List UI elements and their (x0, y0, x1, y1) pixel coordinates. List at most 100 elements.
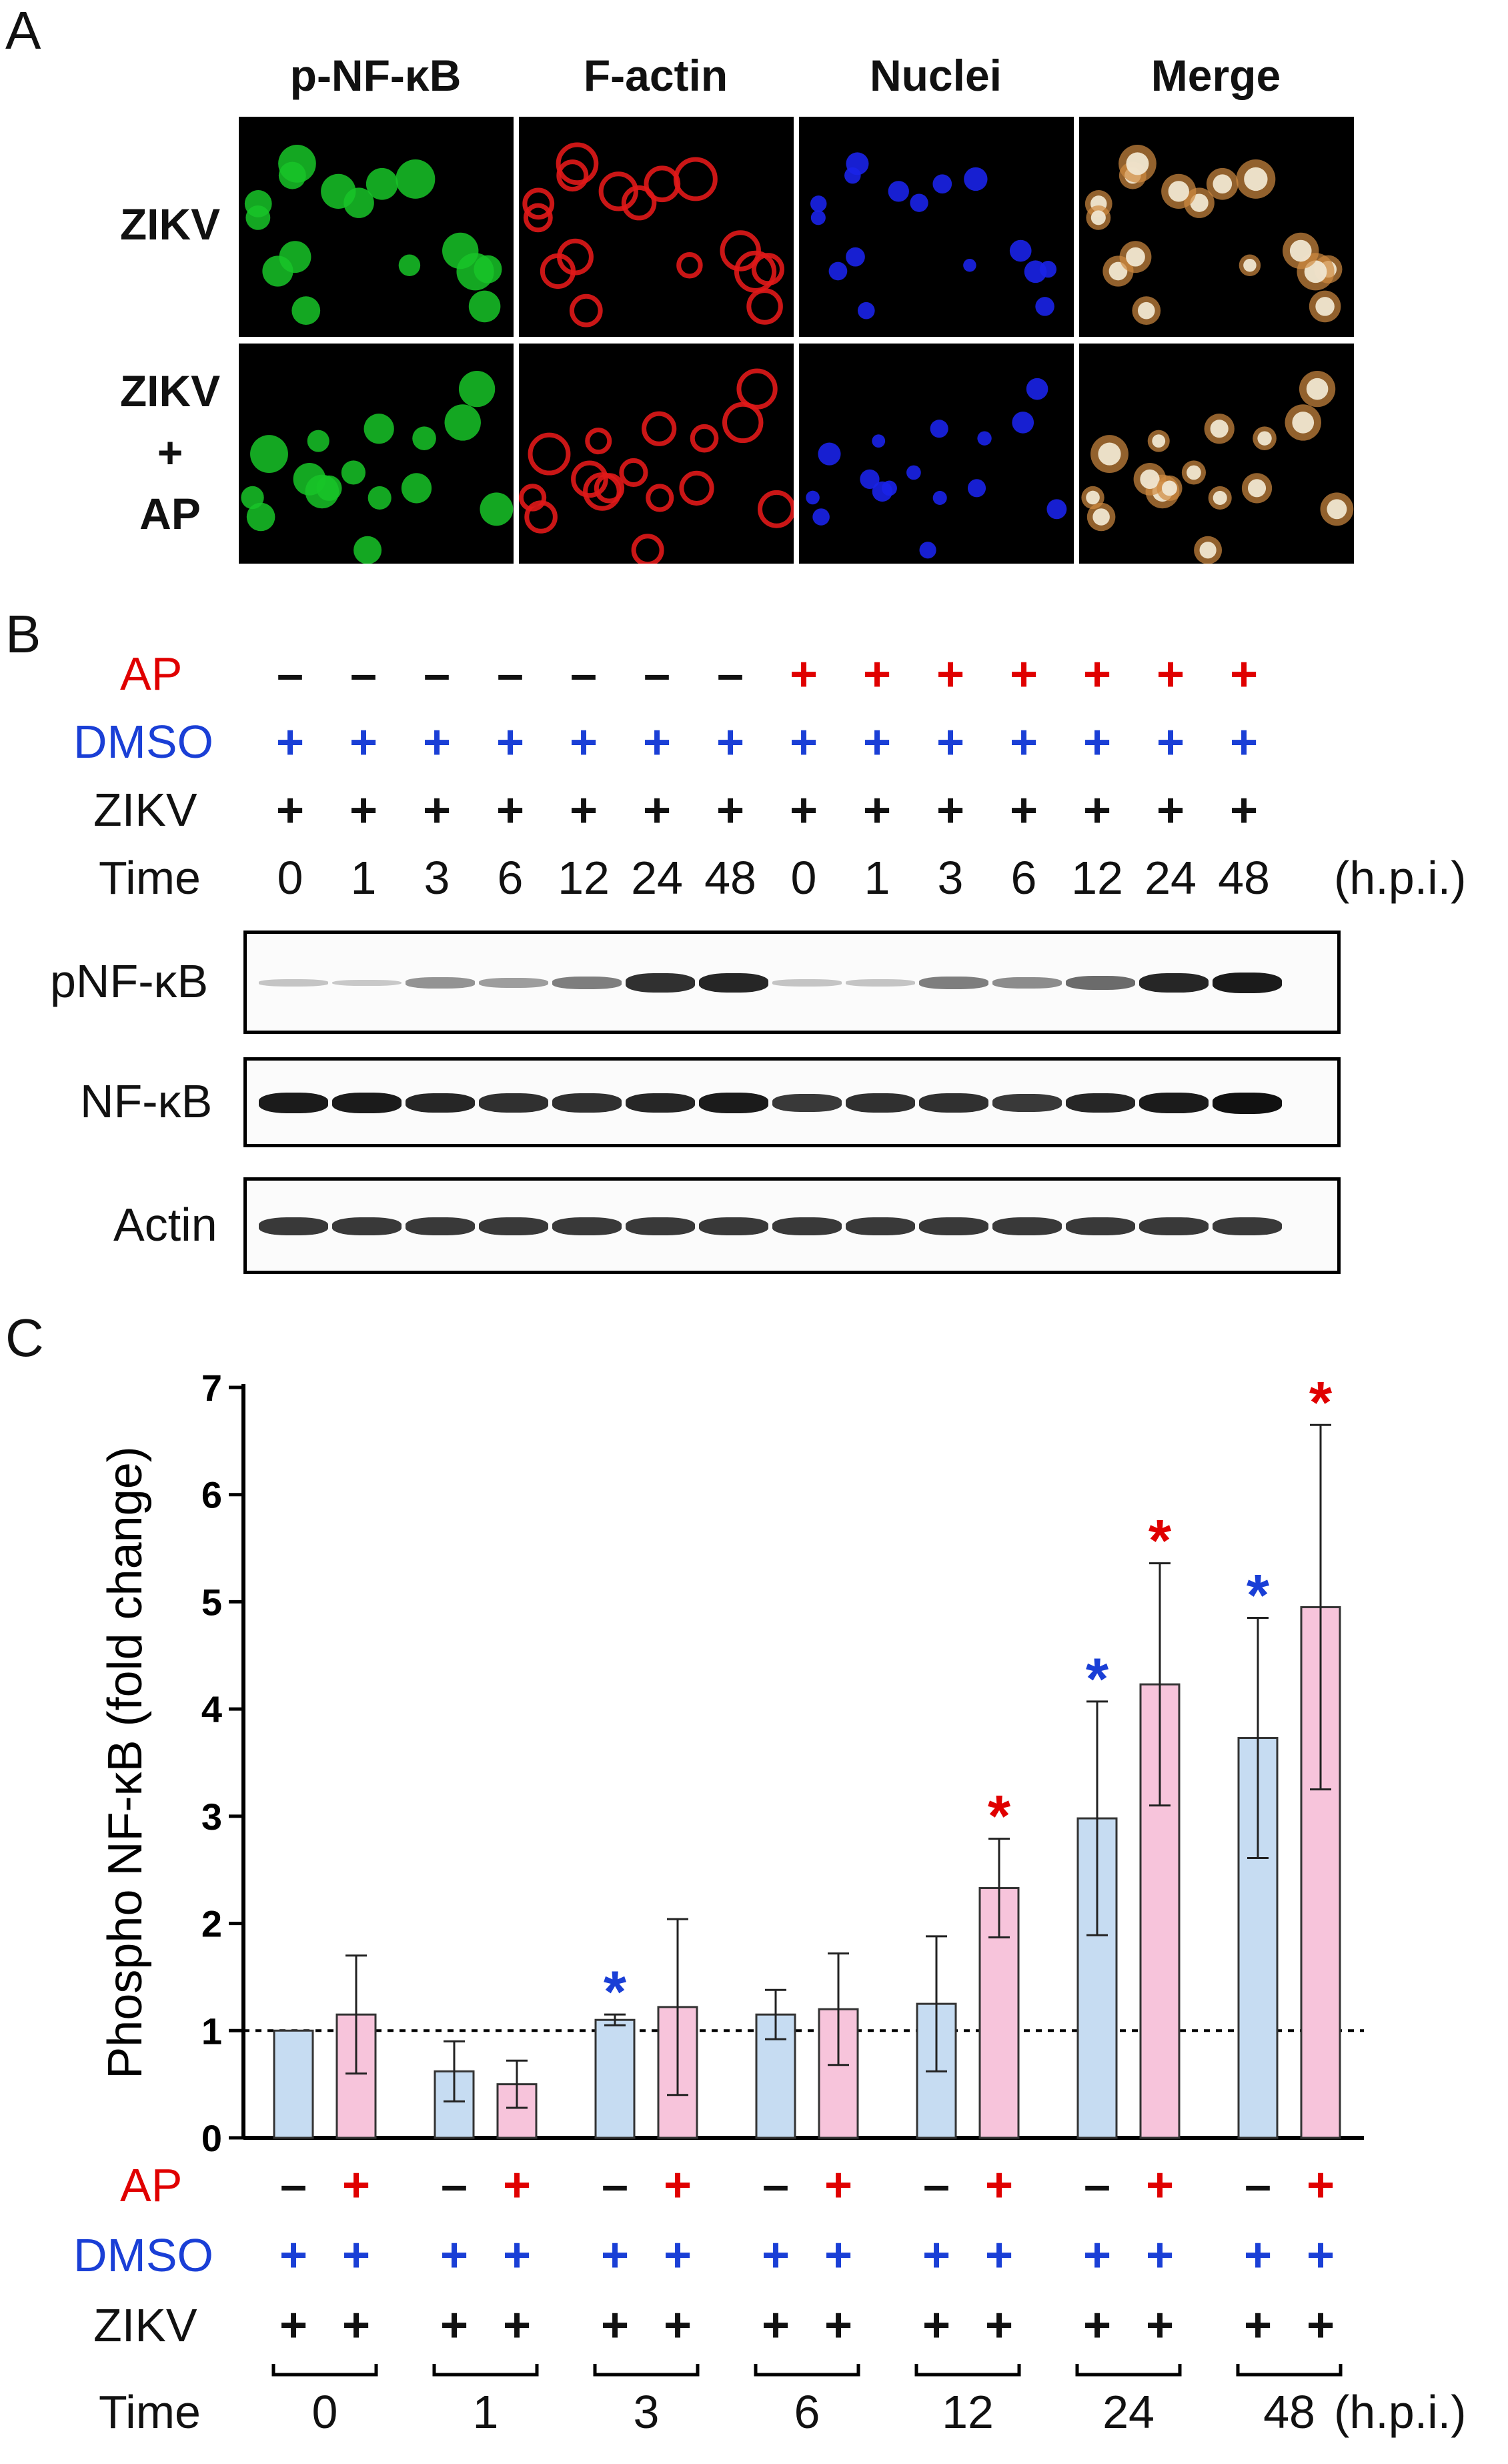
row-label-zikv: ZIKV (119, 199, 221, 249)
column-header-3: Nuclei (869, 51, 1002, 100)
band-1-5 (552, 977, 622, 989)
micrograph-4-1 (1079, 117, 1354, 337)
times-mark-5: 12 (558, 852, 610, 904)
micrograph-1-1 (239, 117, 514, 337)
band-1-13 (1139, 973, 1209, 993)
band-2-12 (1066, 1093, 1135, 1113)
dmso-mark-4: + (496, 716, 525, 769)
c-dmso-mark-3-2: + (664, 2229, 692, 2282)
zikv-mark-12: + (1082, 784, 1112, 837)
micrograph-2-1 (519, 117, 794, 337)
c-dmso-mark-12-1: + (922, 2229, 950, 2282)
c-zikv-mark-24-2: + (1146, 2299, 1174, 2352)
panel-c-letter: C (5, 1308, 44, 1367)
c-ap-mark-6-1: – (762, 2159, 789, 2212)
significance-star-3-1: * (604, 1958, 627, 2024)
band-3-5 (552, 1217, 622, 1236)
y-tick-label-0: 0 (201, 2117, 222, 2159)
dmso-mark-14: + (1229, 716, 1259, 769)
zikv-mark-1: + (275, 784, 305, 837)
times-mark-8: 0 (790, 852, 817, 904)
band-2-10 (919, 1093, 988, 1113)
times-mark-14: 48 (1218, 852, 1270, 904)
c-time-label-48: 48 (1263, 2386, 1315, 2438)
ap-mark-1: – (276, 648, 304, 701)
c-dmso-mark-48-1: + (1244, 2229, 1272, 2282)
y-axis-label: Phospho NF-κB (fold change) (99, 1446, 152, 2078)
time-bracket-12 (914, 2364, 1021, 2377)
ap-mark-12: + (1082, 648, 1112, 701)
c-time-label-12: 12 (942, 2386, 994, 2438)
times-mark-11: 6 (1010, 852, 1037, 904)
y-tick-label-3: 3 (201, 1796, 222, 1838)
zikv-mark-2: + (349, 784, 378, 837)
dmso-mark-12: + (1082, 716, 1112, 769)
zikv-mark-14: + (1229, 784, 1259, 837)
band-1-3 (406, 977, 475, 989)
times-mark-12: 12 (1071, 852, 1123, 904)
micrograph-3-1 (799, 117, 1074, 337)
band-2-7 (699, 1093, 768, 1113)
time-bracket-3 (593, 2364, 700, 2377)
y-tick-label-6: 6 (201, 1474, 222, 1516)
dmso-mark-13: + (1156, 716, 1185, 769)
c-zikv-label: ZIKV (93, 2299, 197, 2351)
band-2-3 (406, 1093, 475, 1113)
c-dmso-mark-3-1: + (601, 2229, 629, 2282)
times-mark-6: 24 (631, 852, 683, 904)
c-zikv-mark-6-2: + (824, 2299, 852, 2352)
band-3-3 (406, 1217, 475, 1236)
c-zikv-mark-3-2: + (664, 2299, 692, 2352)
ap-mark-5: – (570, 648, 598, 701)
c-ap-mark-48-2: + (1307, 2159, 1335, 2212)
dmso-mark-8: + (789, 716, 818, 769)
band-2-1 (259, 1093, 328, 1113)
band-2-5 (552, 1093, 622, 1113)
time-bracket-24 (1075, 2364, 1182, 2377)
zikv-mark-10: + (936, 784, 965, 837)
micrograph-3-2 (799, 344, 1074, 564)
band-3-1 (259, 1217, 328, 1236)
c-ap-mark-24-2: + (1146, 2159, 1174, 2212)
band-1-9 (846, 979, 915, 987)
column-header-4: Merge (1151, 51, 1281, 100)
dmso-mark-2: + (349, 716, 378, 769)
column-header-1: p-NF-κB (289, 51, 462, 100)
c-zikv-mark-0-1: + (279, 2299, 307, 2352)
c-zikv-mark-12-2: + (985, 2299, 1013, 2352)
band-1-6 (626, 973, 695, 993)
c-zikv-mark-0-2: + (342, 2299, 370, 2352)
zikv-mark-3: + (422, 784, 452, 837)
times-mark-9: 1 (864, 852, 890, 904)
significance-star-48-2: * (1309, 1369, 1333, 1435)
times-mark-10: 3 (937, 852, 964, 904)
bar-0-1 (273, 2029, 314, 2139)
micrograph-1-2 (239, 344, 514, 564)
dmso-mark-1: + (275, 716, 305, 769)
time-bracket-6 (754, 2364, 860, 2377)
c-ap-mark-1-2: + (503, 2159, 531, 2212)
c-ap-mark-0-2: + (342, 2159, 370, 2212)
y-tick-label-7: 7 (201, 1367, 222, 1409)
time-bracket-0 (271, 2364, 378, 2377)
c-dmso-mark-6-2: + (824, 2229, 852, 2282)
band-1-7 (699, 973, 768, 993)
c-ap-mark-1-1: – (441, 2159, 468, 2212)
times-mark-13: 24 (1145, 852, 1197, 904)
c-ap-mark-6-2: + (824, 2159, 852, 2212)
band-2-8 (772, 1093, 842, 1113)
ap-mark-6: – (643, 648, 671, 701)
y-tick-label-1: 1 (201, 2010, 222, 2052)
band-1-11 (992, 977, 1062, 989)
c-dmso-mark-48-2: + (1307, 2229, 1335, 2282)
dmso-mark-3: + (422, 716, 452, 769)
micrograph-2-2 (519, 344, 794, 564)
c-time-label-0: 0 (312, 2386, 338, 2438)
times-mark-1: 0 (277, 852, 303, 904)
blot-label-3: Actin (113, 1198, 217, 1251)
c-time-label-24: 24 (1102, 2386, 1155, 2438)
significance-star-48-1: * (1247, 1562, 1270, 1628)
zikv-mark-4: + (496, 784, 525, 837)
band-3-7 (699, 1217, 768, 1236)
